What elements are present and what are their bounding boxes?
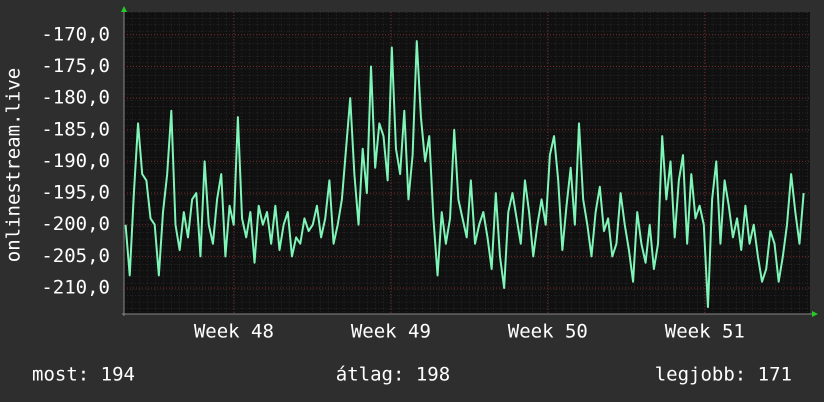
y-axis-label: onlinestream.live	[3, 68, 25, 262]
y-tick-label: -210,0	[41, 277, 110, 299]
y-tick-label: -175,0	[41, 55, 110, 77]
footer-average: átlag: 198	[336, 364, 450, 386]
y-tick-label: -190,0	[41, 150, 110, 172]
axis-arrow	[121, 6, 127, 12]
layer: -170,0 -175,0 -180,0 -185,0 -190,0 -195,0 -200…	[41, 12, 810, 343]
y-tick-label: -185,0	[41, 118, 110, 140]
y-tick-label: -170,0	[41, 23, 110, 45]
minor-grid	[124, 12, 810, 314]
data-line	[124, 40, 805, 309]
y-tick-label: -200,0	[41, 213, 110, 235]
footer-best: legjobb: 171	[655, 364, 792, 386]
x-tick-label: Week 51	[665, 321, 745, 343]
x-tick-label: Week 49	[351, 321, 431, 343]
footer-current: most: 194	[32, 364, 135, 386]
x-tick-label: Week 50	[508, 321, 588, 343]
y-tick-label: -180,0	[41, 87, 110, 109]
x-tick-label: Week 48	[194, 321, 274, 343]
y-tick-label: -205,0	[41, 245, 110, 267]
y-tick-label: -195,0	[41, 182, 110, 204]
axis-arrow	[812, 311, 818, 317]
